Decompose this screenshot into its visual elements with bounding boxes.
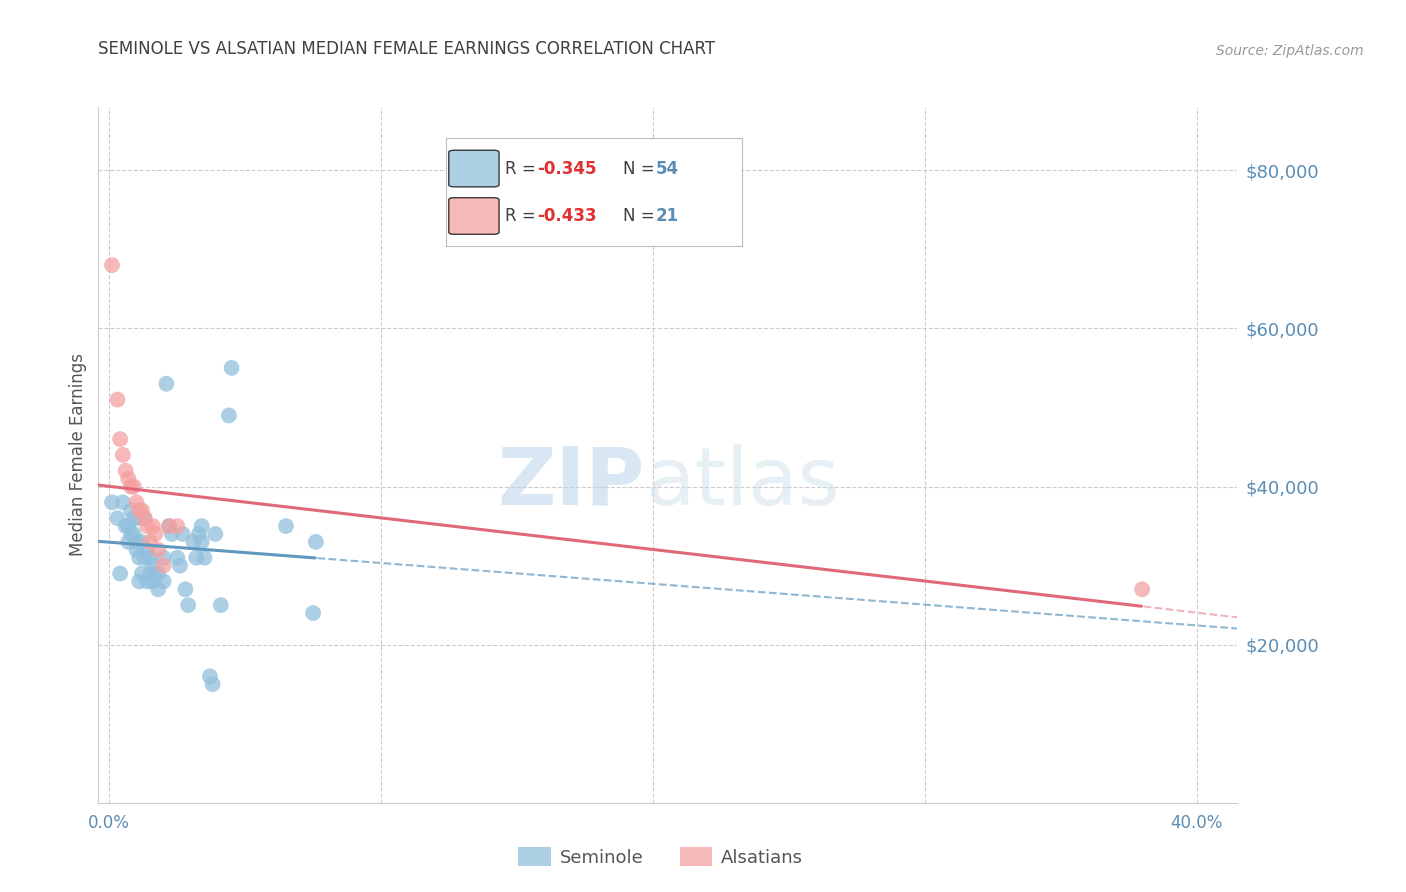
Point bbox=[117, 534, 139, 549]
Point bbox=[114, 464, 136, 478]
Point bbox=[107, 392, 129, 407]
Point bbox=[120, 479, 142, 493]
Point bbox=[131, 534, 153, 549]
Legend: Seminole, Alsatians: Seminole, Alsatians bbox=[512, 840, 810, 874]
Point bbox=[177, 598, 200, 612]
Point bbox=[117, 519, 139, 533]
Point bbox=[274, 519, 297, 533]
Point bbox=[305, 534, 328, 549]
Point bbox=[302, 606, 325, 620]
Point bbox=[166, 519, 188, 533]
Point bbox=[152, 574, 174, 589]
Text: Source: ZipAtlas.com: Source: ZipAtlas.com bbox=[1216, 44, 1364, 58]
Point bbox=[122, 511, 145, 525]
Point bbox=[148, 582, 170, 597]
Point bbox=[157, 519, 180, 533]
Point bbox=[134, 511, 156, 525]
Point bbox=[1130, 582, 1153, 597]
Point bbox=[193, 550, 215, 565]
Point bbox=[136, 542, 159, 557]
Point bbox=[134, 550, 156, 565]
Point bbox=[117, 472, 139, 486]
Point bbox=[111, 448, 134, 462]
Point bbox=[120, 503, 142, 517]
Point bbox=[142, 558, 165, 573]
Point bbox=[111, 495, 134, 509]
Point bbox=[221, 361, 243, 376]
Point bbox=[157, 519, 180, 533]
Point bbox=[204, 527, 226, 541]
Point bbox=[201, 677, 224, 691]
Point bbox=[136, 574, 159, 589]
Point bbox=[120, 527, 142, 541]
Point bbox=[166, 550, 188, 565]
Point bbox=[209, 598, 232, 612]
Point bbox=[155, 376, 177, 391]
Point bbox=[125, 495, 148, 509]
Point bbox=[139, 550, 162, 565]
Point bbox=[139, 566, 162, 581]
Point bbox=[172, 527, 194, 541]
Point bbox=[142, 574, 165, 589]
Point bbox=[128, 503, 150, 517]
Point bbox=[190, 534, 212, 549]
Point bbox=[152, 550, 174, 565]
Point bbox=[114, 519, 136, 533]
Point bbox=[131, 503, 153, 517]
Y-axis label: Median Female Earnings: Median Female Earnings bbox=[69, 353, 87, 557]
Point bbox=[198, 669, 221, 683]
Point bbox=[128, 574, 150, 589]
Point bbox=[160, 527, 183, 541]
Point bbox=[188, 527, 211, 541]
Point bbox=[134, 511, 156, 525]
Point bbox=[174, 582, 197, 597]
Point bbox=[122, 479, 145, 493]
Point bbox=[108, 566, 131, 581]
Point bbox=[148, 542, 170, 557]
Point bbox=[131, 566, 153, 581]
Point bbox=[125, 534, 148, 549]
Point bbox=[145, 566, 167, 581]
Point bbox=[101, 495, 124, 509]
Point bbox=[218, 409, 240, 423]
Point bbox=[107, 511, 129, 525]
Point bbox=[108, 432, 131, 446]
Point bbox=[128, 550, 150, 565]
Point bbox=[148, 566, 170, 581]
Point bbox=[190, 519, 212, 533]
Text: ZIP: ZIP bbox=[498, 443, 645, 522]
Point bbox=[139, 534, 162, 549]
Point bbox=[122, 527, 145, 541]
Point bbox=[152, 558, 174, 573]
Point bbox=[186, 550, 208, 565]
Text: atlas: atlas bbox=[645, 443, 839, 522]
Text: SEMINOLE VS ALSATIAN MEDIAN FEMALE EARNINGS CORRELATION CHART: SEMINOLE VS ALSATIAN MEDIAN FEMALE EARNI… bbox=[98, 40, 716, 58]
Point bbox=[183, 534, 205, 549]
Point bbox=[101, 258, 124, 272]
Point bbox=[145, 527, 167, 541]
Point bbox=[128, 511, 150, 525]
Point bbox=[169, 558, 191, 573]
Point bbox=[136, 519, 159, 533]
Point bbox=[125, 542, 148, 557]
Point bbox=[142, 519, 165, 533]
